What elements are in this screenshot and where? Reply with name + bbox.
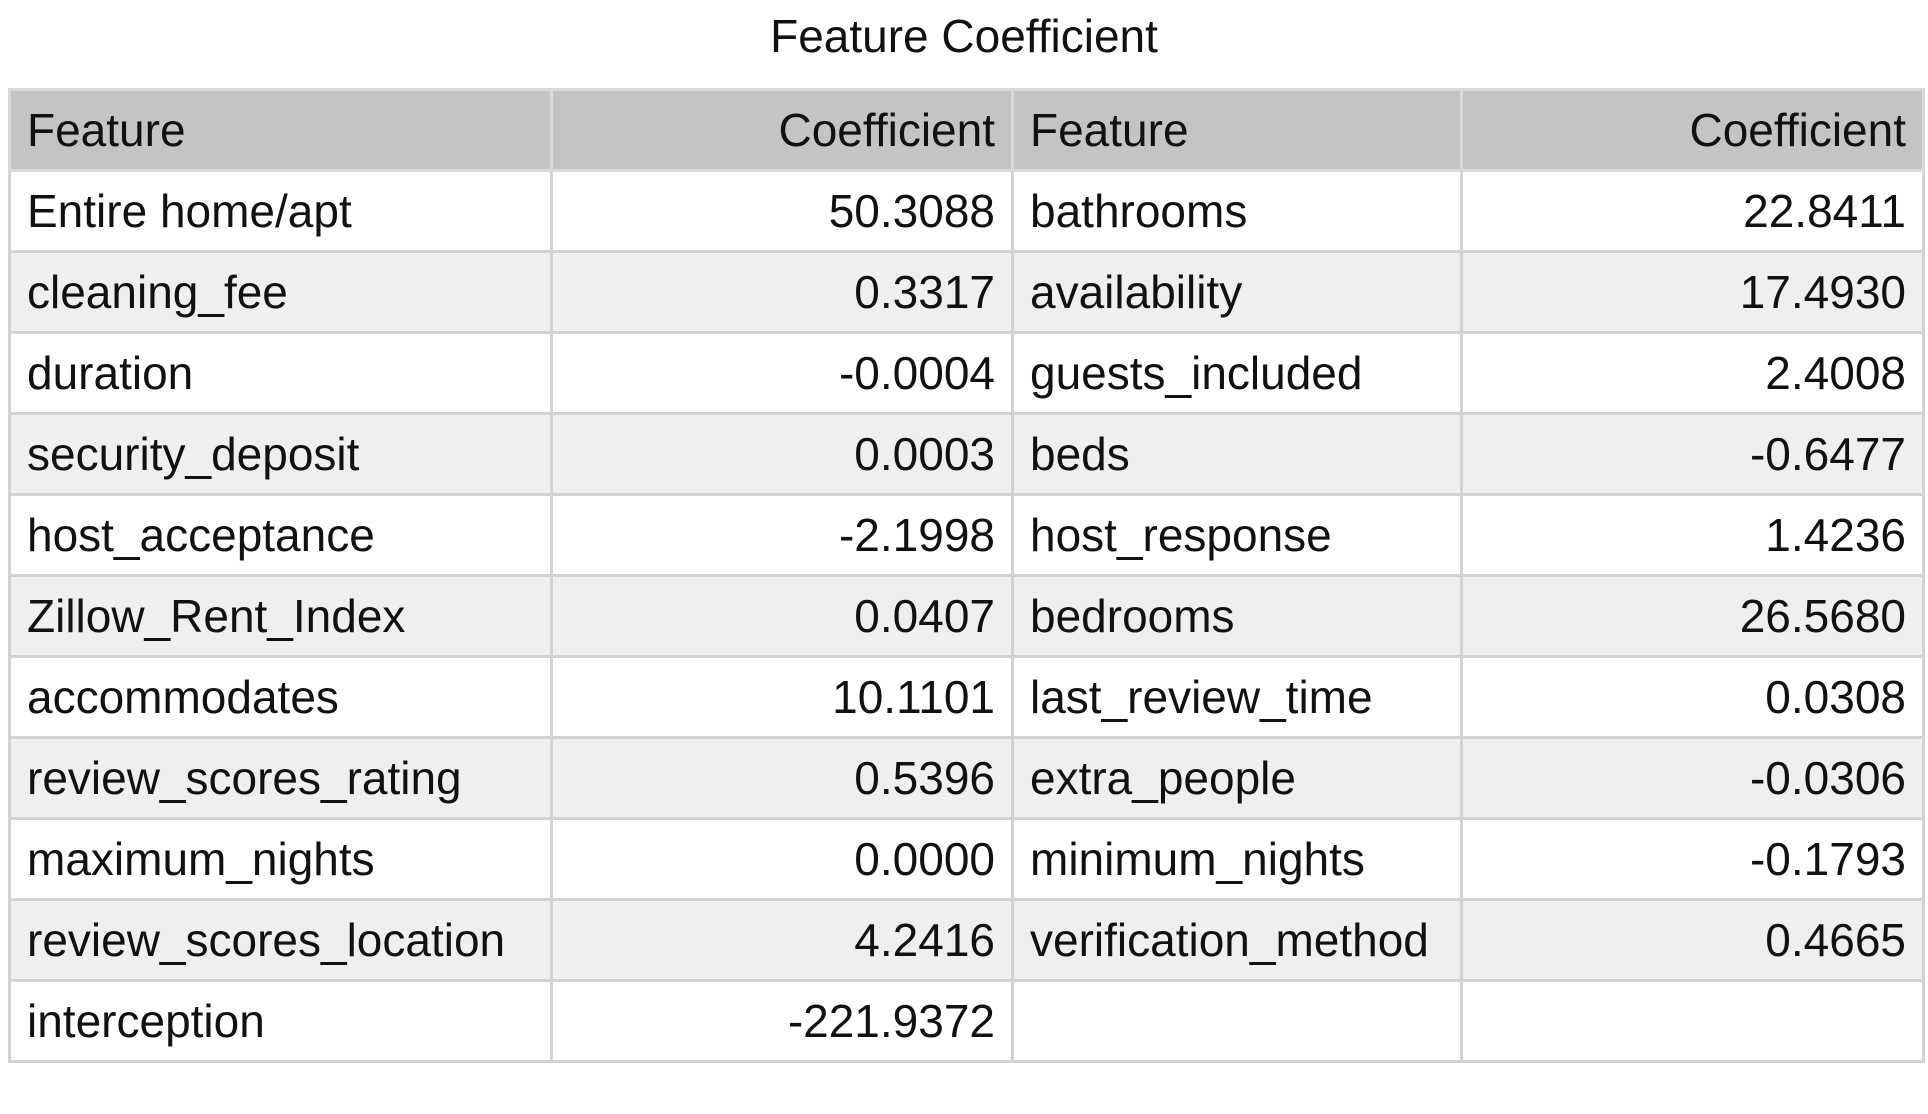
table-row: accommodates 10.1101 last_review_time 0.030… <box>8 655 1925 739</box>
table-row: cleaning_fee 0.3317 availability 17.4930 <box>8 250 1925 334</box>
table-row: Zillow_Rent_Index 0.0407 bedrooms 26.5680 <box>8 574 1925 658</box>
table-row: duration -0.0004 guests_included 2.4008 <box>8 331 1925 415</box>
cell-coefficient-right: 0.0308 <box>1460 655 1925 739</box>
cell-coefficient-left: 0.5396 <box>550 736 1014 820</box>
cell-coefficient-right: 1.4236 <box>1460 493 1925 577</box>
table-body: Entire home/apt 50.3088 bathrooms 22.8411 cl… <box>8 169 1925 1063</box>
cell-coefficient-left: -0.0004 <box>550 331 1014 415</box>
cell-feature-left: cleaning_fee <box>8 250 553 334</box>
cell-feature-right <box>1011 979 1463 1063</box>
table-row: host_acceptance -2.1998 host_response 1.423… <box>8 493 1925 577</box>
cell-feature-left: review_scores_rating <box>8 736 553 820</box>
cell-feature-left: accommodates <box>8 655 553 739</box>
table-row: security_deposit 0.0003 beds -0.6477 <box>8 412 1925 496</box>
cell-coefficient-left: 50.3088 <box>550 169 1014 253</box>
cell-coefficient-right: 2.4008 <box>1460 331 1925 415</box>
cell-coefficient-right: 26.5680 <box>1460 574 1925 658</box>
cell-coefficient-left: 4.2416 <box>550 898 1014 982</box>
cell-feature-left: Zillow_Rent_Index <box>8 574 553 658</box>
header-coefficient-left: Coefficient <box>550 88 1014 172</box>
header-feature-left: Feature <box>8 88 553 172</box>
cell-coefficient-right: -0.1793 <box>1460 817 1925 901</box>
cell-coefficient-right: 0.4665 <box>1460 898 1925 982</box>
table-row: maximum_nights 0.0000 minimum_nights -0.179… <box>8 817 1925 901</box>
cell-feature-right: minimum_nights <box>1011 817 1463 901</box>
table-row: interception -221.9372 <box>8 979 1925 1063</box>
cell-coefficient-left: -221.9372 <box>550 979 1014 1063</box>
cell-feature-left: review_scores_location <box>8 898 553 982</box>
cell-feature-right: availability <box>1011 250 1463 334</box>
cell-feature-right: beds <box>1011 412 1463 496</box>
table-title: Feature Coefficient <box>770 10 1158 62</box>
table-row: Entire home/apt 50.3088 bathrooms 22.8411 <box>8 169 1925 253</box>
cell-feature-right: bedrooms <box>1011 574 1463 658</box>
cell-coefficient-left: 0.3317 <box>550 250 1014 334</box>
cell-feature-right: extra_people <box>1011 736 1463 820</box>
cell-feature-right: guests_included <box>1011 331 1463 415</box>
cell-coefficient-right: 22.8411 <box>1460 169 1925 253</box>
cell-feature-left: maximum_nights <box>8 817 553 901</box>
cell-feature-left: interception <box>8 979 553 1063</box>
table-row: review_scores_location 4.2416 verification… <box>8 898 1925 982</box>
cell-coefficient-right: -0.6477 <box>1460 412 1925 496</box>
cell-coefficient-left: 0.0003 <box>550 412 1014 496</box>
cell-feature-left: security_deposit <box>8 412 553 496</box>
header-coefficient-right: Coefficient <box>1460 88 1925 172</box>
cell-feature-right: last_review_time <box>1011 655 1463 739</box>
cell-coefficient-left: -2.1998 <box>550 493 1014 577</box>
coefficient-table: Feature Coefficient Feature Coefficient … <box>8 88 1925 1063</box>
cell-coefficient-left: 0.0407 <box>550 574 1014 658</box>
cell-feature-right: bathrooms <box>1011 169 1463 253</box>
cell-feature-right: host_response <box>1011 493 1463 577</box>
cell-feature-left: host_acceptance <box>8 493 553 577</box>
header-row: Feature Coefficient Feature Coefficient <box>8 88 1925 172</box>
cell-coefficient-left: 0.0000 <box>550 817 1014 901</box>
cell-feature-right: verification_method <box>1011 898 1463 982</box>
table-row: review_scores_rating 0.5396 extra_people -0… <box>8 736 1925 820</box>
cell-coefficient-right: -0.0306 <box>1460 736 1925 820</box>
cell-feature-left: duration <box>8 331 553 415</box>
cell-coefficient-right <box>1460 979 1925 1063</box>
cell-coefficient-right: 17.4930 <box>1460 250 1925 334</box>
cell-coefficient-left: 10.1101 <box>550 655 1014 739</box>
header-feature-right: Feature <box>1011 88 1463 172</box>
cell-feature-left: Entire home/apt <box>8 169 553 253</box>
